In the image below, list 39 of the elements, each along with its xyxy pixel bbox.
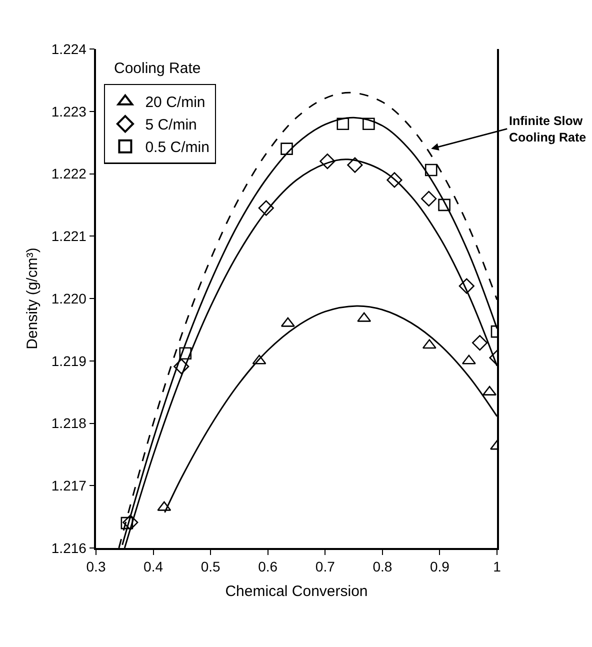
x-tick-label: 0.8 [372,558,392,575]
y-axis-title: Density (g/cm³) [24,248,42,350]
y-tick-label: 1.223 [51,103,87,120]
y-tick-label: 1.221 [51,228,87,244]
point [458,278,474,294]
legend-label: 5 C/min [145,116,197,134]
x-tick-label: 1 [493,558,502,575]
point [421,190,437,206]
point [386,172,402,188]
point [179,347,192,360]
x-tick-label: 0.6 [258,558,278,575]
y-tick-label: 1.222 [51,166,87,182]
x-tick-label: 0.4 [144,558,164,575]
point [438,198,450,212]
y-tick-label: 1.218 [51,415,87,432]
y-tick-label: 1.220 [51,290,87,306]
annotation: Infinite Slow Cooling Rate [509,114,586,144]
legend-title: Cooling Rate [114,60,201,77]
point [320,153,336,170]
y-tick-label: 1.216 [51,540,87,556]
legend-label: 20 C/min [145,94,206,112]
legend-label: 0.5 C/min [145,139,210,156]
x-axis-title: Chemical Conversion [225,583,368,600]
x-tick-label: 0.3 [86,558,106,575]
y-tick-label: 1.217 [51,478,87,494]
point [280,142,293,155]
point [174,358,190,374]
x-tick-label: 0.5 [200,558,221,575]
x-tick-label: 0.7 [315,558,336,575]
point [362,118,375,130]
y-tick-label: 1.224 [51,40,87,57]
point [336,118,350,130]
point [122,514,138,530]
point [472,334,488,351]
point [347,157,363,173]
point [258,200,274,216]
point [424,164,438,176]
y-tick-label: 1.219 [51,352,87,369]
x-tick-label: 0.9 [430,558,450,575]
